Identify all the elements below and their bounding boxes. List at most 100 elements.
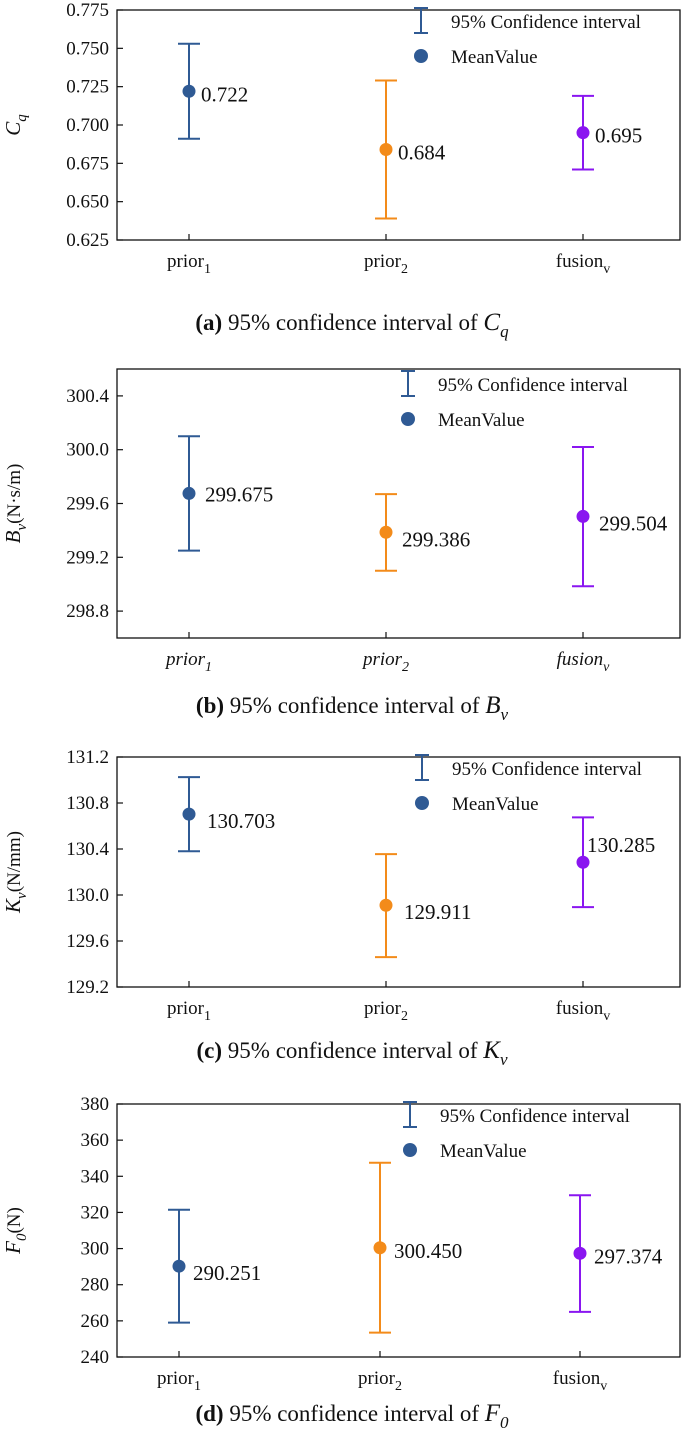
data-label: 300.450 bbox=[394, 1239, 462, 1263]
y-axis-label-main: B bbox=[1, 530, 25, 543]
y-tick-label: 129.6 bbox=[66, 931, 109, 952]
y-tick-label: 320 bbox=[81, 1202, 110, 1223]
caption-text: 95% confidence interval of bbox=[224, 1401, 485, 1426]
y-tick-label: 129.2 bbox=[66, 977, 109, 998]
x-tick-label-sub: 1 bbox=[204, 262, 211, 277]
caption-symbol-sub: v bbox=[501, 705, 509, 724]
x-tick-label-main: prior bbox=[167, 251, 205, 272]
y-tick-label: 0.725 bbox=[66, 77, 109, 98]
y-axis-label-unit: (N·s/m) bbox=[4, 464, 25, 524]
errorbar-prior1: 0.722 bbox=[178, 42, 248, 140]
caption-symbol: K bbox=[482, 1037, 501, 1064]
x-tick-label-main: fusion bbox=[556, 251, 604, 272]
y-axis-label-unit: (N/mm) bbox=[4, 831, 25, 892]
caption-text: 95% confidence interval of bbox=[222, 310, 483, 335]
x-tick-label: fusionv bbox=[556, 251, 611, 277]
mean-point bbox=[182, 84, 196, 98]
y-tick-label: 0.750 bbox=[66, 38, 109, 59]
x-tick-label-main: fusion bbox=[556, 998, 604, 1019]
x-tick-label-main: fusion bbox=[553, 1368, 601, 1389]
x-tick-label: prior1 bbox=[167, 998, 211, 1024]
y-axis-label-sub: v bbox=[14, 892, 30, 899]
mean-point bbox=[573, 1246, 587, 1260]
y-axis-label: Bv(N·s/m) bbox=[1, 464, 30, 544]
y-tick-label: 0.625 bbox=[66, 230, 109, 251]
legend-mean-label: MeanValue bbox=[440, 1141, 527, 1162]
y-tick-label: 0.775 bbox=[66, 0, 109, 21]
y-tick-label: 300.4 bbox=[66, 386, 109, 407]
x-tick-label-sub: 2 bbox=[395, 1379, 402, 1394]
data-label: 297.374 bbox=[594, 1244, 663, 1268]
errorbar-fusion: 297.374 bbox=[569, 1194, 663, 1313]
legend-mean-icon bbox=[403, 1143, 417, 1157]
y-axis-label: Cq bbox=[1, 114, 30, 136]
x-tick-label: prior2 bbox=[364, 998, 408, 1024]
x-tick-label-main: prior bbox=[364, 251, 402, 272]
errorbar-fusion: 0.695 bbox=[572, 94, 642, 171]
legend: 95% Confidence interval MeanValue bbox=[403, 1101, 630, 1162]
y-axis-label-main: K bbox=[1, 898, 25, 914]
errorbar-fusion: 130.285 bbox=[572, 816, 655, 909]
mean-point bbox=[379, 525, 393, 539]
panel-caption: (b) 95% confidence interval of Bv bbox=[196, 692, 509, 724]
errorbar-prior2: 299.386 bbox=[375, 493, 470, 572]
panel-caption: (d) 95% confidence interval of F0 bbox=[195, 1400, 509, 1432]
x-tick-label-main: prior bbox=[364, 998, 402, 1019]
legend-ci-label: 95% Confidence interval bbox=[452, 759, 642, 780]
caption-text: 95% confidence interval of bbox=[224, 693, 485, 718]
caption-symbol-sub: 0 bbox=[500, 1413, 509, 1432]
errorbar-prior1: 130.703 bbox=[178, 776, 275, 853]
chart-panel-a: 0.625 0.650 0.675 0.700 0.725 0.750 0.775 prior… bbox=[1, 0, 681, 341]
x-tick-label-main: prior bbox=[358, 1368, 396, 1389]
data-label: 0.684 bbox=[398, 141, 446, 165]
x-tick-label-sub: 2 bbox=[402, 660, 409, 675]
legend: 95% Confidence interval MeanValue bbox=[401, 370, 628, 431]
legend-mean-label: MeanValue bbox=[452, 794, 539, 815]
y-tick-label: 299.6 bbox=[66, 494, 109, 515]
legend-mean-icon bbox=[415, 796, 429, 810]
x-tick-label-main: prior bbox=[164, 649, 206, 670]
mean-point bbox=[172, 1259, 186, 1273]
errorbar-prior2: 0.684 bbox=[375, 79, 446, 220]
y-axis-label-sub: v bbox=[14, 524, 30, 531]
data-label: 130.285 bbox=[587, 833, 655, 857]
caption-symbol: C bbox=[483, 309, 500, 336]
x-tick-label-sub: v bbox=[603, 1009, 610, 1024]
legend-mean-icon bbox=[401, 412, 415, 426]
caption-symbol: B bbox=[485, 692, 500, 719]
y-tick-label: 360 bbox=[81, 1130, 110, 1151]
y-axis-label-unit: (N) bbox=[4, 1207, 25, 1233]
x-tick-label: prior1 bbox=[167, 251, 211, 277]
x-tick-label: fusionv bbox=[556, 998, 611, 1024]
x-tick-label: prior1 bbox=[157, 1368, 201, 1394]
y-axis-label-main: F bbox=[1, 1241, 25, 1255]
caption-symbol-sub: q bbox=[500, 322, 509, 341]
mean-point bbox=[182, 486, 196, 500]
caption-symbol-sub: v bbox=[500, 1050, 508, 1069]
plot-frame bbox=[116, 756, 681, 988]
panel-caption: (a) 95% confidence interval of Cq bbox=[195, 309, 509, 341]
x-tick-label: prior2 bbox=[361, 649, 409, 675]
caption-tag: (b) bbox=[196, 693, 224, 718]
data-label: 129.911 bbox=[404, 900, 471, 924]
mean-point bbox=[576, 855, 590, 869]
legend-ci-label: 95% Confidence interval bbox=[440, 1106, 630, 1127]
x-tick-label-main: prior bbox=[361, 649, 403, 670]
x-tick-label: fusionv bbox=[553, 1368, 608, 1394]
y-axis-label-sub: 0 bbox=[14, 1233, 30, 1241]
y-tick-label: 130.8 bbox=[66, 793, 109, 814]
panel-caption: (c) 95% confidence interval of Kv bbox=[197, 1037, 508, 1069]
legend: 95% Confidence interval MeanValue bbox=[415, 754, 642, 815]
caption-tag: (c) bbox=[197, 1038, 223, 1063]
x-tick-label-sub: 2 bbox=[401, 1009, 408, 1024]
y-axis-label-sub: q bbox=[14, 114, 30, 122]
mean-point bbox=[182, 807, 196, 821]
errorbar-prior1: 299.675 bbox=[178, 435, 273, 552]
x-tick-label-main: prior bbox=[157, 1368, 195, 1389]
caption-tag: (a) bbox=[195, 310, 222, 335]
x-tick-label: prior2 bbox=[364, 251, 408, 277]
y-tick-label: 0.700 bbox=[66, 115, 109, 136]
